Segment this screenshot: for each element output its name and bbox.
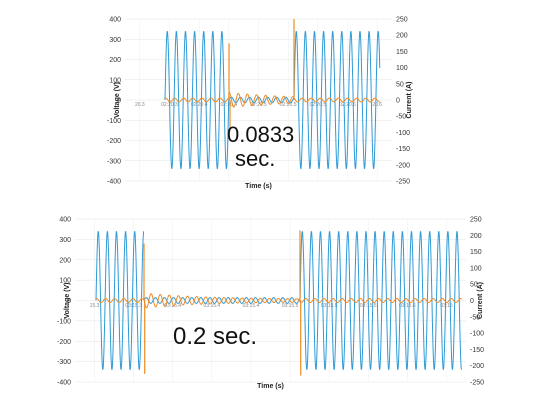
y2-tick-label: -200 <box>470 363 484 370</box>
y2-axis-label: Current (A) <box>477 282 484 319</box>
y-tick-label: 400 <box>59 217 71 224</box>
annotation-label: 0.2 sec. <box>173 323 257 350</box>
y-tick-label: 400 <box>109 17 121 24</box>
y2-tick-label: -100 <box>396 130 410 137</box>
y2-tick-label: 50 <box>470 282 478 289</box>
y2-tick-label: -250 <box>470 380 484 387</box>
y-tick-label: 300 <box>59 237 71 244</box>
y-tick-label: -100 <box>57 318 71 325</box>
y-tick-label: -400 <box>57 380 71 387</box>
y2-tick-label: 250 <box>470 217 482 224</box>
x-tick-label: 02:20.6 <box>339 102 356 108</box>
y2-tick-label: 100 <box>470 265 482 272</box>
x-tick-label: 03:15 <box>440 303 453 309</box>
current-series-line <box>164 92 381 108</box>
y2-tick-label: 150 <box>470 249 482 256</box>
y2-tick-label: 250 <box>396 17 408 24</box>
y2-tick-label: -50 <box>470 314 480 321</box>
x-tick-label: 03:15.4 <box>164 303 181 309</box>
y2-axis-label: Current (A) <box>406 82 413 119</box>
y2-tick-label: 200 <box>396 33 408 40</box>
x-tick-label: 02:20.4 <box>191 102 208 108</box>
y-tick-label: 200 <box>59 257 71 264</box>
y2-tick-label: 150 <box>396 49 408 56</box>
y-tick-label: -200 <box>107 138 121 145</box>
annotation-label: 0.0833 <box>227 122 294 147</box>
x-tick-label: 02:20.5 <box>309 102 326 108</box>
y-tick-label: 200 <box>109 57 121 64</box>
y-tick-label: 300 <box>109 37 121 44</box>
y-tick-label: -300 <box>57 359 71 366</box>
y-tick-label: 0 <box>117 98 121 105</box>
y2-tick-label: 0 <box>470 298 474 305</box>
x-tick-label: 03:15.5 <box>282 303 299 309</box>
x-tick-label: 03:15.5 <box>321 303 338 309</box>
y-axis-label: Voltage (V) <box>64 282 71 318</box>
x-axis-label: Time (s) <box>257 383 284 390</box>
x-tick-label: 15.3 <box>90 303 100 309</box>
y-tick-label: -400 <box>107 179 121 186</box>
y-tick-label: -100 <box>107 118 121 125</box>
y2-tick-label: 0 <box>396 98 400 105</box>
x-tick-label: 02:20.5 <box>280 102 297 108</box>
x-tick-label: 20.6 <box>372 102 382 108</box>
x-axis-label: Time (s) <box>245 183 272 190</box>
x-tick-label: 20.3 <box>135 102 145 108</box>
y2-tick-label: -250 <box>396 179 410 186</box>
y-tick-label: -300 <box>107 158 121 165</box>
chart-1: 400 300 200 100 0 -100 -200 -300 -400 250 200 150 10… <box>107 17 413 191</box>
y2-tick-label: -150 <box>396 146 410 153</box>
x-tick-label: 03:15.3 <box>125 303 142 309</box>
y-tick-label: 0 <box>67 298 71 305</box>
x-tick-label: 02:20.5 <box>250 102 267 108</box>
x-tick-label: 03:15.4 <box>204 303 221 309</box>
y-tick-label: 100 <box>59 278 71 285</box>
chart-2: 400 300 200 100 0 -100 -200 -300 -400 250 200 150 10… <box>57 217 484 391</box>
y-tick-label: -200 <box>57 339 71 346</box>
y2-tick-label: -100 <box>470 331 484 338</box>
x-tick-label: 03:15.4 <box>243 303 260 309</box>
y-tick-label: 100 <box>109 77 121 84</box>
x-tick-label: 03:15.6 <box>399 303 416 309</box>
y2-tick-label: -200 <box>396 162 410 169</box>
y2-tick-label: 200 <box>470 233 482 240</box>
voltage-series-line <box>95 231 462 370</box>
annotation-label: sec. <box>235 146 275 171</box>
y2-tick-label: -150 <box>470 347 484 354</box>
y2-tick-label: 50 <box>396 81 404 88</box>
y-axis-label: Voltage (V) <box>114 82 121 118</box>
y2-tick-label: -50 <box>396 114 406 121</box>
current-series-line <box>95 293 463 309</box>
y2-tick-label: 100 <box>396 65 408 72</box>
